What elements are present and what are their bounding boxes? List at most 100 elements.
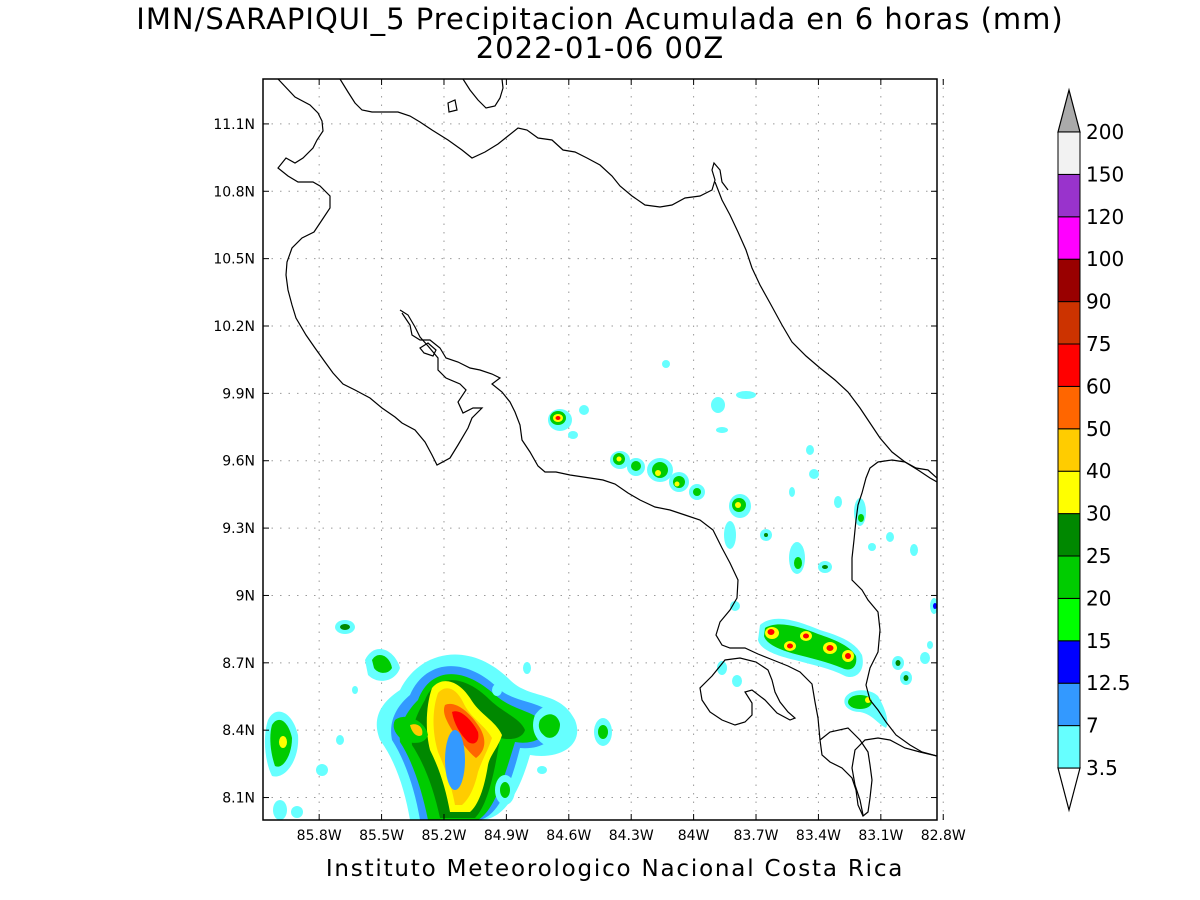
colorbar-label: 200 [1086, 120, 1124, 144]
rain-cell [732, 675, 742, 687]
rain-cell [352, 686, 358, 694]
lat-tick-label: 9N [236, 588, 255, 604]
rain-cell [927, 641, 933, 649]
lon-tick-label: 84.3W [609, 828, 654, 844]
colorbar-swatch [1057, 216, 1081, 260]
grid-lines [263, 79, 944, 820]
colorbar: 3.5 7 12.5 15 20 25 30 40 50 60 75 90 100 120 150 200 [1057, 87, 1131, 813]
lon-tick-label: 83.1W [858, 828, 903, 844]
rain-cell [886, 532, 894, 542]
rain-cell-sw [452, 711, 479, 744]
lat-tick-label: 10.5N [213, 252, 255, 268]
coastline [277, 79, 937, 817]
lon-tick-label: 84.6W [546, 828, 591, 844]
colorbar-swatch [1057, 682, 1081, 727]
rain-cell [537, 766, 547, 774]
lat-tick-label: 10.2N [213, 319, 255, 335]
colorbar-swatch [1057, 428, 1081, 472]
rain-cell-se [764, 624, 857, 670]
rain-cell [568, 431, 578, 439]
lat-tick-label: 11.1N [213, 117, 255, 133]
colorbar-label: 100 [1086, 247, 1124, 271]
rain-cell [500, 782, 510, 798]
rain-cell [674, 481, 680, 487]
rain-cell [316, 764, 328, 776]
rain-cell [717, 661, 727, 675]
lon-tick-label: 84.9W [484, 828, 529, 844]
rain-cell [803, 633, 809, 639]
colorbar-swatch [1057, 597, 1081, 642]
rain-cell [920, 652, 930, 664]
lat-tick-label: 8.7N [222, 656, 255, 672]
rain-cell [372, 654, 392, 673]
lon-tick-label: 83.7W [734, 828, 779, 844]
rain-cell [858, 514, 864, 522]
rain-cell [631, 461, 641, 471]
colorbar-label: 30 [1086, 502, 1111, 526]
colorbar-max-arrow [1057, 87, 1081, 133]
colorbar-label: 15 [1086, 629, 1111, 653]
rain-cell-sw [410, 724, 423, 736]
rain-cell [736, 391, 756, 399]
rain-cell [767, 629, 775, 635]
rain-cell [673, 476, 685, 488]
colorbar-swatch [1057, 258, 1081, 303]
colorbar-swatch [1057, 725, 1081, 769]
lon-tick-label: 84W [678, 828, 710, 844]
colorbar-swatch [1057, 555, 1081, 599]
rain-cell [273, 800, 287, 820]
rain-cell [445, 730, 465, 790]
rain-cell [340, 624, 350, 630]
map-title: IMN/SARAPIQUI_5 Precipitacion Acumulada … [136, 2, 1064, 36]
rain-cell [538, 714, 560, 738]
colorbar-swatch [1057, 640, 1081, 684]
colorbar-label: 3.5 [1086, 756, 1118, 780]
rain-cell [579, 405, 589, 415]
rain-cell [730, 601, 740, 611]
colorbar-label: 12.5 [1086, 671, 1131, 695]
rain-cell [662, 360, 670, 368]
colorbar-swatch [1057, 301, 1081, 345]
rain-cell [711, 397, 725, 413]
lat-tick-label: 9.6N [222, 454, 255, 470]
lat-tick-label: 9.9N [222, 386, 255, 402]
rain-cell [716, 427, 728, 433]
rain-cell [789, 487, 795, 497]
rain-cell-sw [393, 716, 428, 743]
rain-cell [291, 806, 303, 818]
rain-cell [492, 684, 502, 696]
rain-cell [834, 496, 842, 508]
rain-cell [787, 643, 793, 649]
rain-cell [555, 416, 561, 420]
rain-cell [336, 735, 344, 745]
rain-cell [910, 544, 918, 556]
lat-tick-label: 8.4N [222, 723, 255, 739]
rain-cell [724, 521, 736, 549]
rain-cell [598, 725, 608, 739]
axis-labels: 11.1N 10.8N 10.5N 10.2N 9.9N 9.6N 9.3N 9N 8.7N 8.… [213, 79, 966, 844]
colorbar-swatch [1057, 131, 1081, 175]
rain-cell [655, 470, 661, 476]
lat-tick-label: 10.8N [213, 184, 255, 200]
rain-cell [764, 533, 768, 537]
rain-cell [794, 557, 802, 569]
colorbar-label: 40 [1086, 459, 1111, 483]
rain-cell [933, 603, 937, 609]
colorbar-label: 60 [1086, 374, 1111, 398]
colorbar-label: 150 [1086, 162, 1124, 186]
rain-cell [903, 675, 909, 681]
colorbar-swatch [1057, 385, 1081, 430]
lon-tick-label: 83.4W [796, 828, 841, 844]
rain-cell [523, 662, 531, 674]
rain-cell [844, 690, 888, 728]
rain-cell [868, 543, 876, 551]
rain-cell [693, 488, 701, 496]
lon-tick-label: 82.8W [921, 828, 966, 844]
rain-cell [845, 653, 851, 659]
rain-cell [895, 660, 901, 666]
rain-cell [279, 736, 287, 748]
lat-tick-label: 9.3N [222, 521, 255, 537]
colorbar-label: 120 [1086, 205, 1124, 229]
rain-cell [806, 445, 814, 455]
